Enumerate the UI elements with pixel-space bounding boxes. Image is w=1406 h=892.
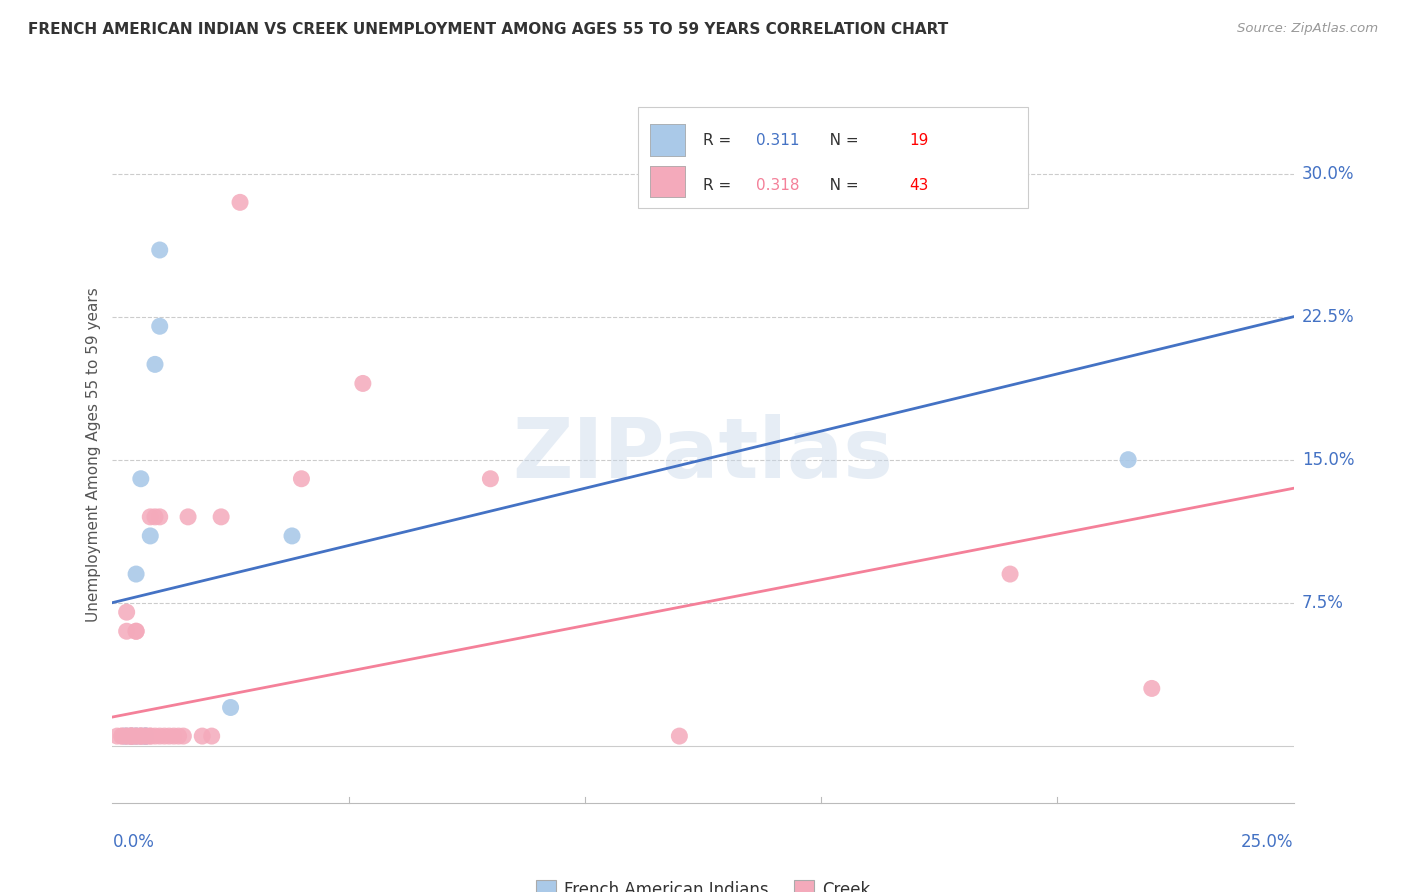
Point: [112, 729, 135, 743]
Point: [115, 729, 138, 743]
Point: [172, 729, 194, 743]
Point: [139, 729, 162, 743]
Point: [111, 729, 134, 743]
Point: [115, 624, 138, 639]
FancyBboxPatch shape: [638, 107, 1028, 208]
Point: [120, 729, 142, 743]
Legend: French American Indians, Creek: French American Indians, Creek: [529, 874, 877, 892]
Text: N =: N =: [815, 133, 863, 147]
Point: [135, 729, 157, 743]
Point: [139, 509, 162, 524]
Text: 7.5%: 7.5%: [1302, 594, 1344, 612]
Point: [120, 729, 142, 743]
Point: [129, 729, 152, 743]
Point: [129, 472, 152, 486]
Point: [139, 729, 162, 743]
Point: [129, 729, 152, 743]
Point: [105, 729, 128, 743]
Point: [111, 729, 134, 743]
Point: [209, 509, 232, 524]
Point: [120, 729, 142, 743]
Y-axis label: Unemployment Among Ages 55 to 59 years: Unemployment Among Ages 55 to 59 years: [86, 287, 101, 623]
Point: [129, 729, 152, 743]
Point: [135, 729, 157, 743]
Point: [125, 729, 148, 743]
Point: [149, 319, 172, 334]
Point: [125, 624, 148, 639]
Point: [157, 729, 180, 743]
Point: [125, 624, 148, 639]
Point: [120, 729, 142, 743]
Text: N =: N =: [815, 178, 863, 193]
Point: [149, 729, 172, 743]
Point: [135, 729, 157, 743]
Text: 15.0%: 15.0%: [1302, 450, 1354, 468]
Point: [229, 195, 252, 210]
Point: [135, 729, 157, 743]
Text: R =: R =: [703, 178, 737, 193]
Point: [201, 729, 224, 743]
Point: [129, 729, 152, 743]
Point: [125, 729, 148, 743]
Point: [149, 509, 172, 524]
Point: [143, 509, 166, 524]
Point: [115, 605, 138, 619]
Point: [143, 357, 166, 371]
Point: [163, 729, 186, 743]
Text: 0.0%: 0.0%: [112, 833, 155, 851]
Point: [479, 472, 502, 486]
Point: [153, 729, 176, 743]
Point: [177, 509, 200, 524]
Point: [125, 567, 148, 582]
Point: [149, 243, 172, 257]
Point: [281, 529, 304, 543]
Text: 30.0%: 30.0%: [1302, 165, 1354, 183]
Text: 0.318: 0.318: [756, 178, 800, 193]
Point: [668, 729, 690, 743]
Text: FRENCH AMERICAN INDIAN VS CREEK UNEMPLOYMENT AMONG AGES 55 TO 59 YEARS CORRELATI: FRENCH AMERICAN INDIAN VS CREEK UNEMPLOY…: [28, 22, 949, 37]
Text: Source: ZipAtlas.com: Source: ZipAtlas.com: [1237, 22, 1378, 36]
Point: [139, 529, 162, 543]
Point: [115, 729, 138, 743]
Text: 22.5%: 22.5%: [1302, 308, 1354, 326]
Point: [1116, 452, 1139, 467]
Point: [125, 729, 148, 743]
Point: [143, 729, 166, 743]
Point: [115, 729, 138, 743]
Text: 43: 43: [910, 178, 929, 193]
Text: 0.311: 0.311: [756, 133, 800, 147]
Point: [135, 729, 157, 743]
Point: [219, 700, 242, 714]
Text: ZIPatlas: ZIPatlas: [513, 415, 893, 495]
FancyBboxPatch shape: [650, 166, 685, 197]
Point: [290, 472, 312, 486]
Point: [352, 376, 374, 391]
Point: [1140, 681, 1163, 696]
FancyBboxPatch shape: [650, 124, 685, 156]
Point: [120, 729, 142, 743]
Point: [998, 567, 1021, 582]
Text: 25.0%: 25.0%: [1241, 833, 1294, 851]
Point: [125, 729, 148, 743]
Text: 19: 19: [910, 133, 929, 147]
Point: [167, 729, 190, 743]
Point: [191, 729, 214, 743]
Point: [120, 729, 142, 743]
Text: R =: R =: [703, 133, 737, 147]
